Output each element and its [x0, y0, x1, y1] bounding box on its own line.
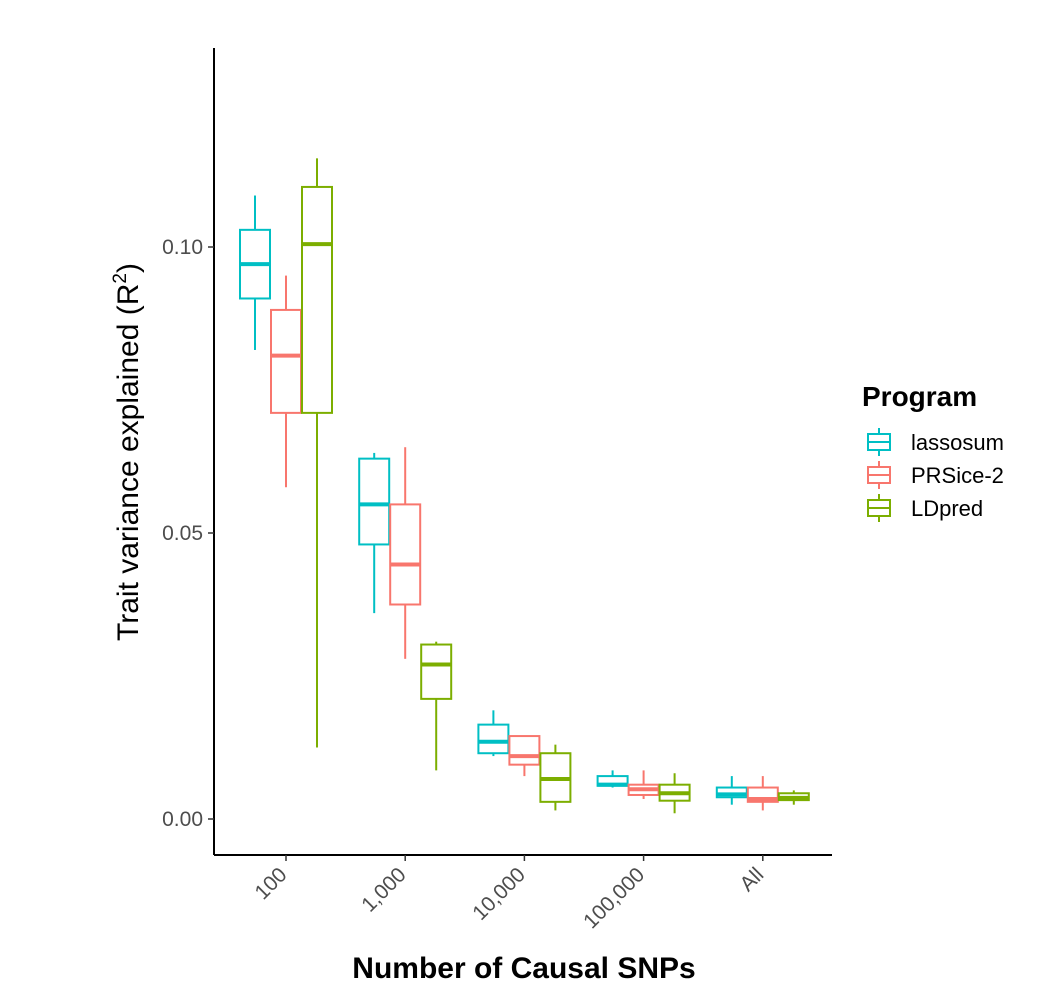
- y-axis-title: Trait variance explained (R2): [110, 263, 145, 641]
- box-prsice-2-3: [627, 770, 660, 799]
- y-ticks: 0.00 0.05 0.10: [162, 236, 214, 831]
- box-rect: [389, 503, 422, 606]
- box-lassosum-3: [596, 770, 629, 788]
- legend-label: LDpred: [911, 496, 983, 521]
- box-rect: [301, 185, 333, 414]
- box-rect: [358, 457, 391, 546]
- box-ldpred-2: [539, 744, 572, 811]
- legend-title: Program: [862, 381, 977, 412]
- y-tick-label: 0.00: [162, 808, 203, 831]
- series-prsice-2: [270, 275, 779, 811]
- box-ldpred-1: [420, 641, 453, 771]
- box-ldpred-0: [301, 158, 333, 748]
- legend-key-prsice-2: [867, 461, 891, 489]
- legend-key-ldpred: [867, 494, 891, 522]
- legend: Program lassosum PRSice-2 LDpred: [862, 381, 1004, 522]
- box-lassosum-0: [239, 195, 271, 350]
- box-rect: [477, 723, 510, 755]
- legend-label: PRSice-2: [911, 463, 1004, 488]
- plot-area: [239, 158, 810, 814]
- box-lassosum-2: [477, 710, 510, 757]
- x-tick-label: 1,000: [357, 863, 410, 916]
- box-prsice-2-2: [508, 735, 541, 777]
- y-tick-label: 0.10: [162, 236, 203, 259]
- x-axis-title: Number of Causal SNPs: [352, 952, 695, 985]
- legend-key-lassosum: [867, 428, 891, 456]
- box-lassosum-1: [358, 452, 391, 614]
- y-tick-label: 0.05: [162, 522, 203, 545]
- box-prsice-2-0: [270, 275, 302, 488]
- box-ldpred-3: [658, 773, 691, 814]
- box-rect: [508, 735, 541, 766]
- x-tick-label: 10,000: [468, 863, 530, 925]
- x-tick-label: All: [736, 863, 769, 896]
- box-prsice-2-4: [746, 776, 779, 811]
- box-ldpred-4: [777, 790, 810, 805]
- box-lassosum-4: [715, 776, 748, 805]
- legend-label: lassosum: [911, 430, 1004, 455]
- x-tick-label: 100,000: [579, 863, 649, 933]
- box-prsice-2-1: [389, 447, 422, 659]
- x-tick-label: 100: [250, 863, 291, 904]
- box-rect: [420, 643, 453, 700]
- series-ldpred: [301, 158, 810, 814]
- box-rect: [270, 308, 302, 414]
- series-lassosum: [239, 195, 748, 805]
- x-ticks: 100 1,000 10,000 100,000 All: [250, 855, 768, 933]
